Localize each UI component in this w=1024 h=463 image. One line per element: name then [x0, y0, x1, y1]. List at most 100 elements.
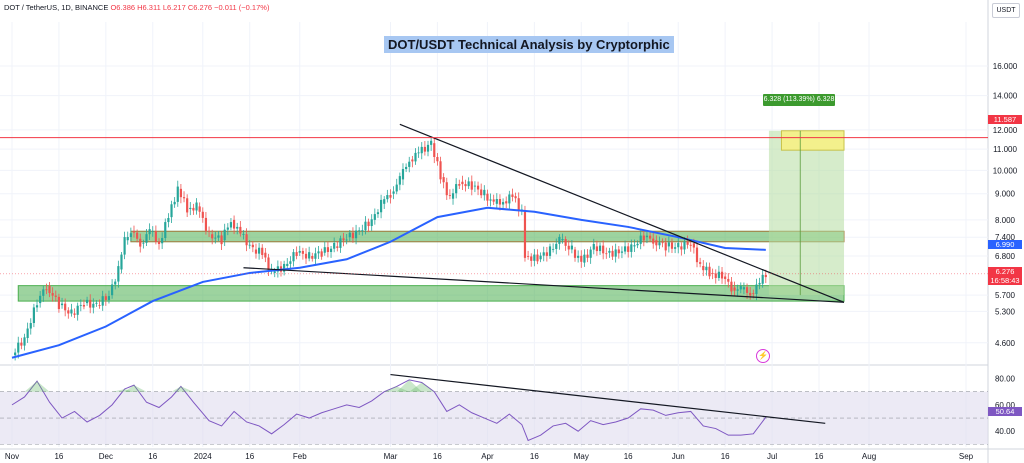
support-zone [17, 285, 845, 302]
trendline [399, 123, 845, 303]
symbol-header: DOT / TetherUS, 1D, BINANCE O6.386 H6.31… [4, 3, 269, 12]
candle-body [117, 266, 120, 282]
ohlc-values: O6.386 H6.311 L6.217 C6.276 −0.011 (−0.1… [110, 3, 270, 12]
rsi-tick-label: 80.00 [995, 375, 1016, 384]
candle-body [702, 266, 705, 271]
candle-body [630, 244, 633, 252]
candle-body [561, 239, 564, 241]
candle-body [304, 253, 308, 259]
candle-body [139, 238, 142, 247]
candle-body [132, 231, 136, 233]
candle-body [195, 202, 198, 211]
price-tick-label: 5.300 [995, 307, 1016, 316]
rsi-axis[interactable]: 40.00 60.00 80.00 [995, 375, 1016, 437]
candle-body [79, 304, 82, 306]
target-price-line [0, 137, 988, 275]
candle-body [354, 230, 358, 239]
candle-body [695, 247, 699, 263]
candle-body [333, 242, 336, 249]
candle-body [467, 181, 470, 187]
candle-body [595, 246, 599, 252]
candle-body [295, 252, 298, 256]
candle-body [683, 241, 686, 250]
candle-body [110, 284, 114, 296]
candle-body [555, 243, 558, 249]
candle-body [26, 328, 29, 339]
candle-body [39, 295, 42, 304]
candle-body [627, 246, 630, 252]
price-tick-label: 5.700 [995, 291, 1016, 300]
time-tick-label: Apr [481, 452, 494, 461]
candle-body [605, 253, 608, 255]
candle-body [214, 237, 217, 239]
candle-body [405, 166, 408, 170]
candle-body [492, 199, 495, 202]
candle-body [395, 184, 398, 192]
candle-body [439, 161, 442, 180]
candle-body [201, 211, 204, 218]
price-tick-label: 7.400 [995, 233, 1016, 242]
time-tick-label: May [574, 452, 589, 461]
candle-body [539, 255, 542, 260]
candle-body [451, 193, 455, 199]
candle-body [161, 238, 164, 244]
trendlines[interactable] [243, 123, 845, 303]
candle-body [17, 342, 20, 353]
candle-body [292, 252, 295, 262]
long-position-tool[interactable] [768, 130, 845, 296]
candle-body [89, 299, 92, 308]
candle-body [336, 246, 339, 248]
time-tick-label: 16 [245, 452, 254, 461]
candle-body [301, 250, 304, 254]
candle-body [379, 199, 383, 213]
price-axis[interactable]: 4.600 5.300 5.700 6.800 7.400 8.000 9.000 10.00… [993, 62, 1018, 348]
candle-body [724, 276, 727, 279]
candle-body [367, 221, 370, 227]
time-tick-label: 16 [433, 452, 442, 461]
price-tick-label: 4.600 [995, 339, 1016, 348]
candle-body [286, 263, 289, 267]
candle-body [82, 304, 86, 307]
symbol-name[interactable]: DOT / TetherUS, 1D, BINANCE [4, 3, 109, 12]
rsi-series-line [11, 379, 767, 442]
candle-body [602, 245, 605, 254]
candle-body [123, 237, 126, 255]
candle-body [564, 239, 567, 246]
candle-body [29, 323, 32, 329]
candle-body [192, 207, 195, 211]
candle-body [652, 238, 655, 244]
candle-body [217, 235, 220, 238]
candle-body [458, 184, 461, 186]
candle-body [511, 194, 514, 197]
candle-body [583, 254, 586, 263]
support-zone [130, 230, 845, 243]
candle-body [542, 252, 545, 256]
price-tick-label: 12.000 [993, 126, 1018, 135]
candle-body [283, 263, 286, 272]
ma-series-line [11, 206, 766, 359]
candle-body [586, 254, 589, 258]
candle-body [164, 222, 167, 239]
currency-unit-button[interactable]: USDT [992, 3, 1020, 18]
candle-body [129, 233, 132, 238]
candle-body [311, 255, 314, 259]
rsi-pane [0, 373, 988, 445]
candle-body [54, 295, 57, 297]
candle-body [642, 235, 645, 241]
time-tick-label: 16 [54, 452, 63, 461]
rsi-overbought-area [396, 379, 422, 392]
rsi-tick-label: 40.00 [995, 427, 1016, 436]
candle-body [383, 199, 386, 204]
candle-body [483, 189, 486, 196]
candle-body [248, 244, 251, 246]
target-zone-box [780, 130, 845, 151]
candle-body [573, 249, 577, 258]
candle-body [67, 310, 70, 314]
candle-body [101, 296, 104, 306]
candle-body [261, 247, 264, 256]
candle-body [426, 144, 430, 152]
flash-icon[interactable]: ⚡ [756, 349, 770, 363]
time-axis[interactable]: Nov 16 Dec 16 2024 16 Feb Mar 16 Apr 16 May 16 Jun 16 J… [5, 452, 974, 461]
candle-body [420, 146, 423, 154]
